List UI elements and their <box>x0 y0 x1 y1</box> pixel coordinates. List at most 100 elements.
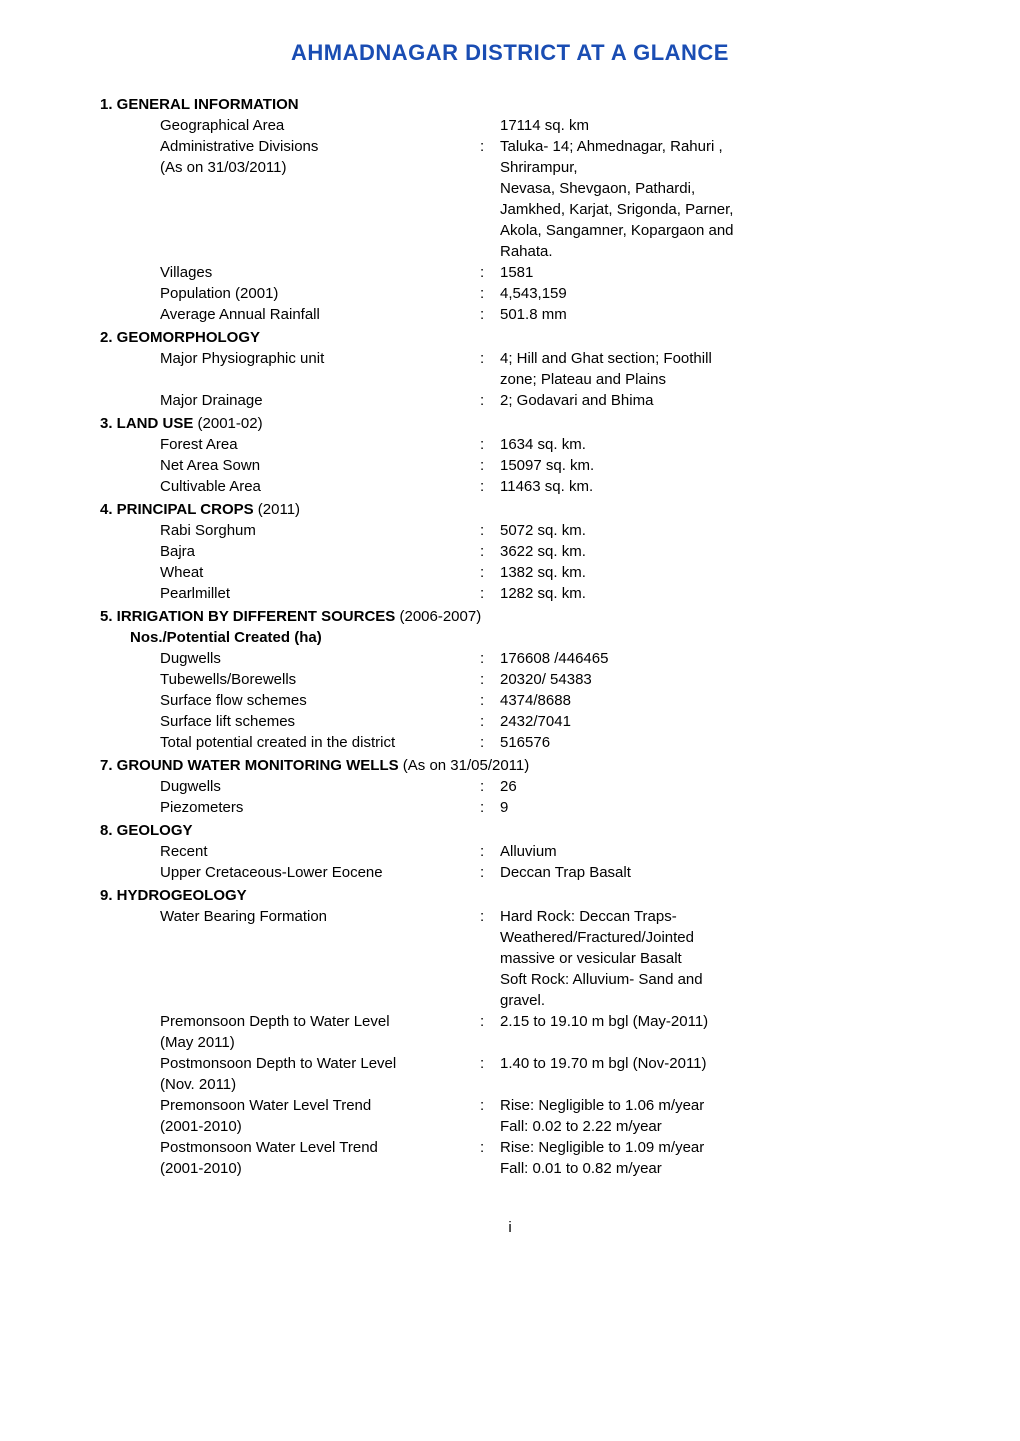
value-wbf2: Weathered/Fractured/Jointed <box>500 927 920 948</box>
colon: : <box>480 348 500 369</box>
monitoring-bold: 7. GROUND WATER MONITORING WELLS <box>100 757 399 774</box>
value-forest: 1634 sq. km. <box>500 434 920 455</box>
irrigation-year: (2006-2007) <box>395 608 481 625</box>
value-total-potential: 516576 <box>500 732 920 753</box>
row-upper-cret: Upper Cretaceous-Lower Eocene : Deccan T… <box>100 862 920 883</box>
value-piezometers: 9 <box>500 797 920 818</box>
section-geology-header: 8. GEOLOGY <box>100 822 920 839</box>
label-pre-depth: Premonsoon Depth to Water Level <box>100 1011 480 1032</box>
crops-bold: 4. PRINCIPAL CROPS <box>100 501 254 518</box>
row-villages: Villages : 1581 <box>100 262 920 283</box>
colon: : <box>480 669 500 690</box>
row-geographical-area: Geographical Area 17114 sq. km <box>100 115 920 136</box>
value-pearl: 1282 sq. km. <box>500 583 920 604</box>
row-pearl: Pearlmillet : 1282 sq. km. <box>100 583 920 604</box>
colon: : <box>480 562 500 583</box>
value-physiographic: 4; Hill and Ghat section; Foothill <box>500 348 920 369</box>
row-post-trend-sub: (2001-2010) Fall: 0.01 to 0.82 m/year <box>100 1158 920 1179</box>
row-admin-cont4: Rahata. <box>100 241 920 262</box>
value-wbf5: gravel. <box>500 990 920 1011</box>
row-net-sown: Net Area Sown : 15097 sq. km. <box>100 455 920 476</box>
label-bajra: Bajra <box>100 541 480 562</box>
value-lift: 2432/7041 <box>500 711 920 732</box>
row-wbf3: massive or vesicular Basalt <box>100 948 920 969</box>
landuse-bold: 3. LAND USE <box>100 415 193 432</box>
row-lift: Surface lift schemes : 2432/7041 <box>100 711 920 732</box>
row-physiographic2: zone; Plateau and Plains <box>100 369 920 390</box>
row-cultivable: Cultivable Area : 11463 sq. km. <box>100 476 920 497</box>
label-pre-depth-sub: (May 2011) <box>100 1032 480 1053</box>
value-geographical-area: 17114 sq. km <box>500 115 920 136</box>
label-wheat: Wheat <box>100 562 480 583</box>
colon: : <box>480 520 500 541</box>
colon: : <box>480 797 500 818</box>
colon: : <box>480 455 500 476</box>
value-rainfall: 501.8 mm <box>500 304 920 325</box>
value-bajra: 3622 sq. km. <box>500 541 920 562</box>
row-admin-divisions: Administrative Divisions : Taluka- 14; A… <box>100 136 920 157</box>
row-rabi: Rabi Sorghum : 5072 sq. km. <box>100 520 920 541</box>
colon: : <box>480 304 500 325</box>
row-population: Population (2001) : 4,543,159 <box>100 283 920 304</box>
row-forest: Forest Area : 1634 sq. km. <box>100 434 920 455</box>
value-admin-divisions: Taluka- 14; Ahmednagar, Rahuri , <box>500 136 920 157</box>
value-upper-cret: Deccan Trap Basalt <box>500 862 920 883</box>
page-number: i <box>100 1219 920 1236</box>
colon: : <box>480 262 500 283</box>
colon: : <box>480 776 500 797</box>
section-irrigation-header: 5. IRRIGATION BY DIFFERENT SOURCES (2006… <box>100 608 920 625</box>
label-recent: Recent <box>100 841 480 862</box>
value-admin-cont3: Akola, Sangamner, Kopargaon and <box>500 220 920 241</box>
label-dugwells: Dugwells <box>100 648 480 669</box>
section-general-header: 1. GENERAL INFORMATION <box>100 96 920 113</box>
label-tubewells: Tubewells/Borewells <box>100 669 480 690</box>
row-tubewells: Tubewells/Borewells : 20320/ 54383 <box>100 669 920 690</box>
colon: : <box>480 732 500 753</box>
label-villages: Villages <box>100 262 480 283</box>
row-piezometers: Piezometers : 9 <box>100 797 920 818</box>
value-admin-cont2: Jamkhed, Karjat, Srigonda, Parner, <box>500 199 920 220</box>
colon: : <box>480 711 500 732</box>
row-wbf5: gravel. <box>100 990 920 1011</box>
value-cultivable: 11463 sq. km. <box>500 476 920 497</box>
row-rainfall: Average Annual Rainfall : 501.8 mm <box>100 304 920 325</box>
section-hydro-header: 9. HYDROGEOLOGY <box>100 887 920 904</box>
row-physiographic: Major Physiographic unit : 4; Hill and G… <box>100 348 920 369</box>
row-drainage: Major Drainage : 2; Godavari and Bhima <box>100 390 920 411</box>
crops-year: (2011) <box>254 501 300 518</box>
row-flow: Surface flow schemes : 4374/8688 <box>100 690 920 711</box>
colon: : <box>480 476 500 497</box>
label-forest: Forest Area <box>100 434 480 455</box>
row-pre-depth-sub: (May 2011) <box>100 1032 920 1053</box>
colon: : <box>480 136 500 157</box>
row-total-potential: Total potential created in the district … <box>100 732 920 753</box>
row-pre-trend: Premonsoon Water Level Trend : Rise: Neg… <box>100 1095 920 1116</box>
value-post-trend-sub: Fall: 0.01 to 0.82 m/year <box>500 1158 920 1179</box>
colon: : <box>480 1053 500 1074</box>
label-post-depth-sub: (Nov. 2011) <box>100 1074 480 1095</box>
value-as-on: Shrirampur, <box>500 157 920 178</box>
row-wbf2: Weathered/Fractured/Jointed <box>100 927 920 948</box>
irrigation-bold: 5. IRRIGATION BY DIFFERENT SOURCES <box>100 608 395 625</box>
colon: : <box>480 648 500 669</box>
value-tubewells: 20320/ 54383 <box>500 669 920 690</box>
label-post-trend: Postmonsoon Water Level Trend <box>100 1137 480 1158</box>
value-wbf4: Soft Rock: Alluvium- Sand and <box>500 969 920 990</box>
section-monitoring-header: 7. GROUND WATER MONITORING WELLS (As on … <box>100 757 920 774</box>
value-villages: 1581 <box>500 262 920 283</box>
value-wbf3: massive or vesicular Basalt <box>500 948 920 969</box>
label-physiographic: Major Physiographic unit <box>100 348 480 369</box>
monitoring-year: (As on 31/05/2011) <box>399 757 530 774</box>
row-admin-cont2: Jamkhed, Karjat, Srigonda, Parner, <box>100 199 920 220</box>
label-rainfall: Average Annual Rainfall <box>100 304 480 325</box>
colon: : <box>480 1011 500 1032</box>
label-admin-divisions: Administrative Divisions <box>100 136 480 157</box>
label-population: Population (2001) <box>100 283 480 304</box>
section-crops-header: 4. PRINCIPAL CROPS (2011) <box>100 501 920 518</box>
colon: : <box>480 583 500 604</box>
label-drainage: Major Drainage <box>100 390 480 411</box>
label-pearl: Pearlmillet <box>100 583 480 604</box>
row-as-on: (As on 31/03/2011) Shrirampur, <box>100 157 920 178</box>
value-physiographic2: zone; Plateau and Plains <box>500 369 920 390</box>
row-post-trend: Postmonsoon Water Level Trend : Rise: Ne… <box>100 1137 920 1158</box>
